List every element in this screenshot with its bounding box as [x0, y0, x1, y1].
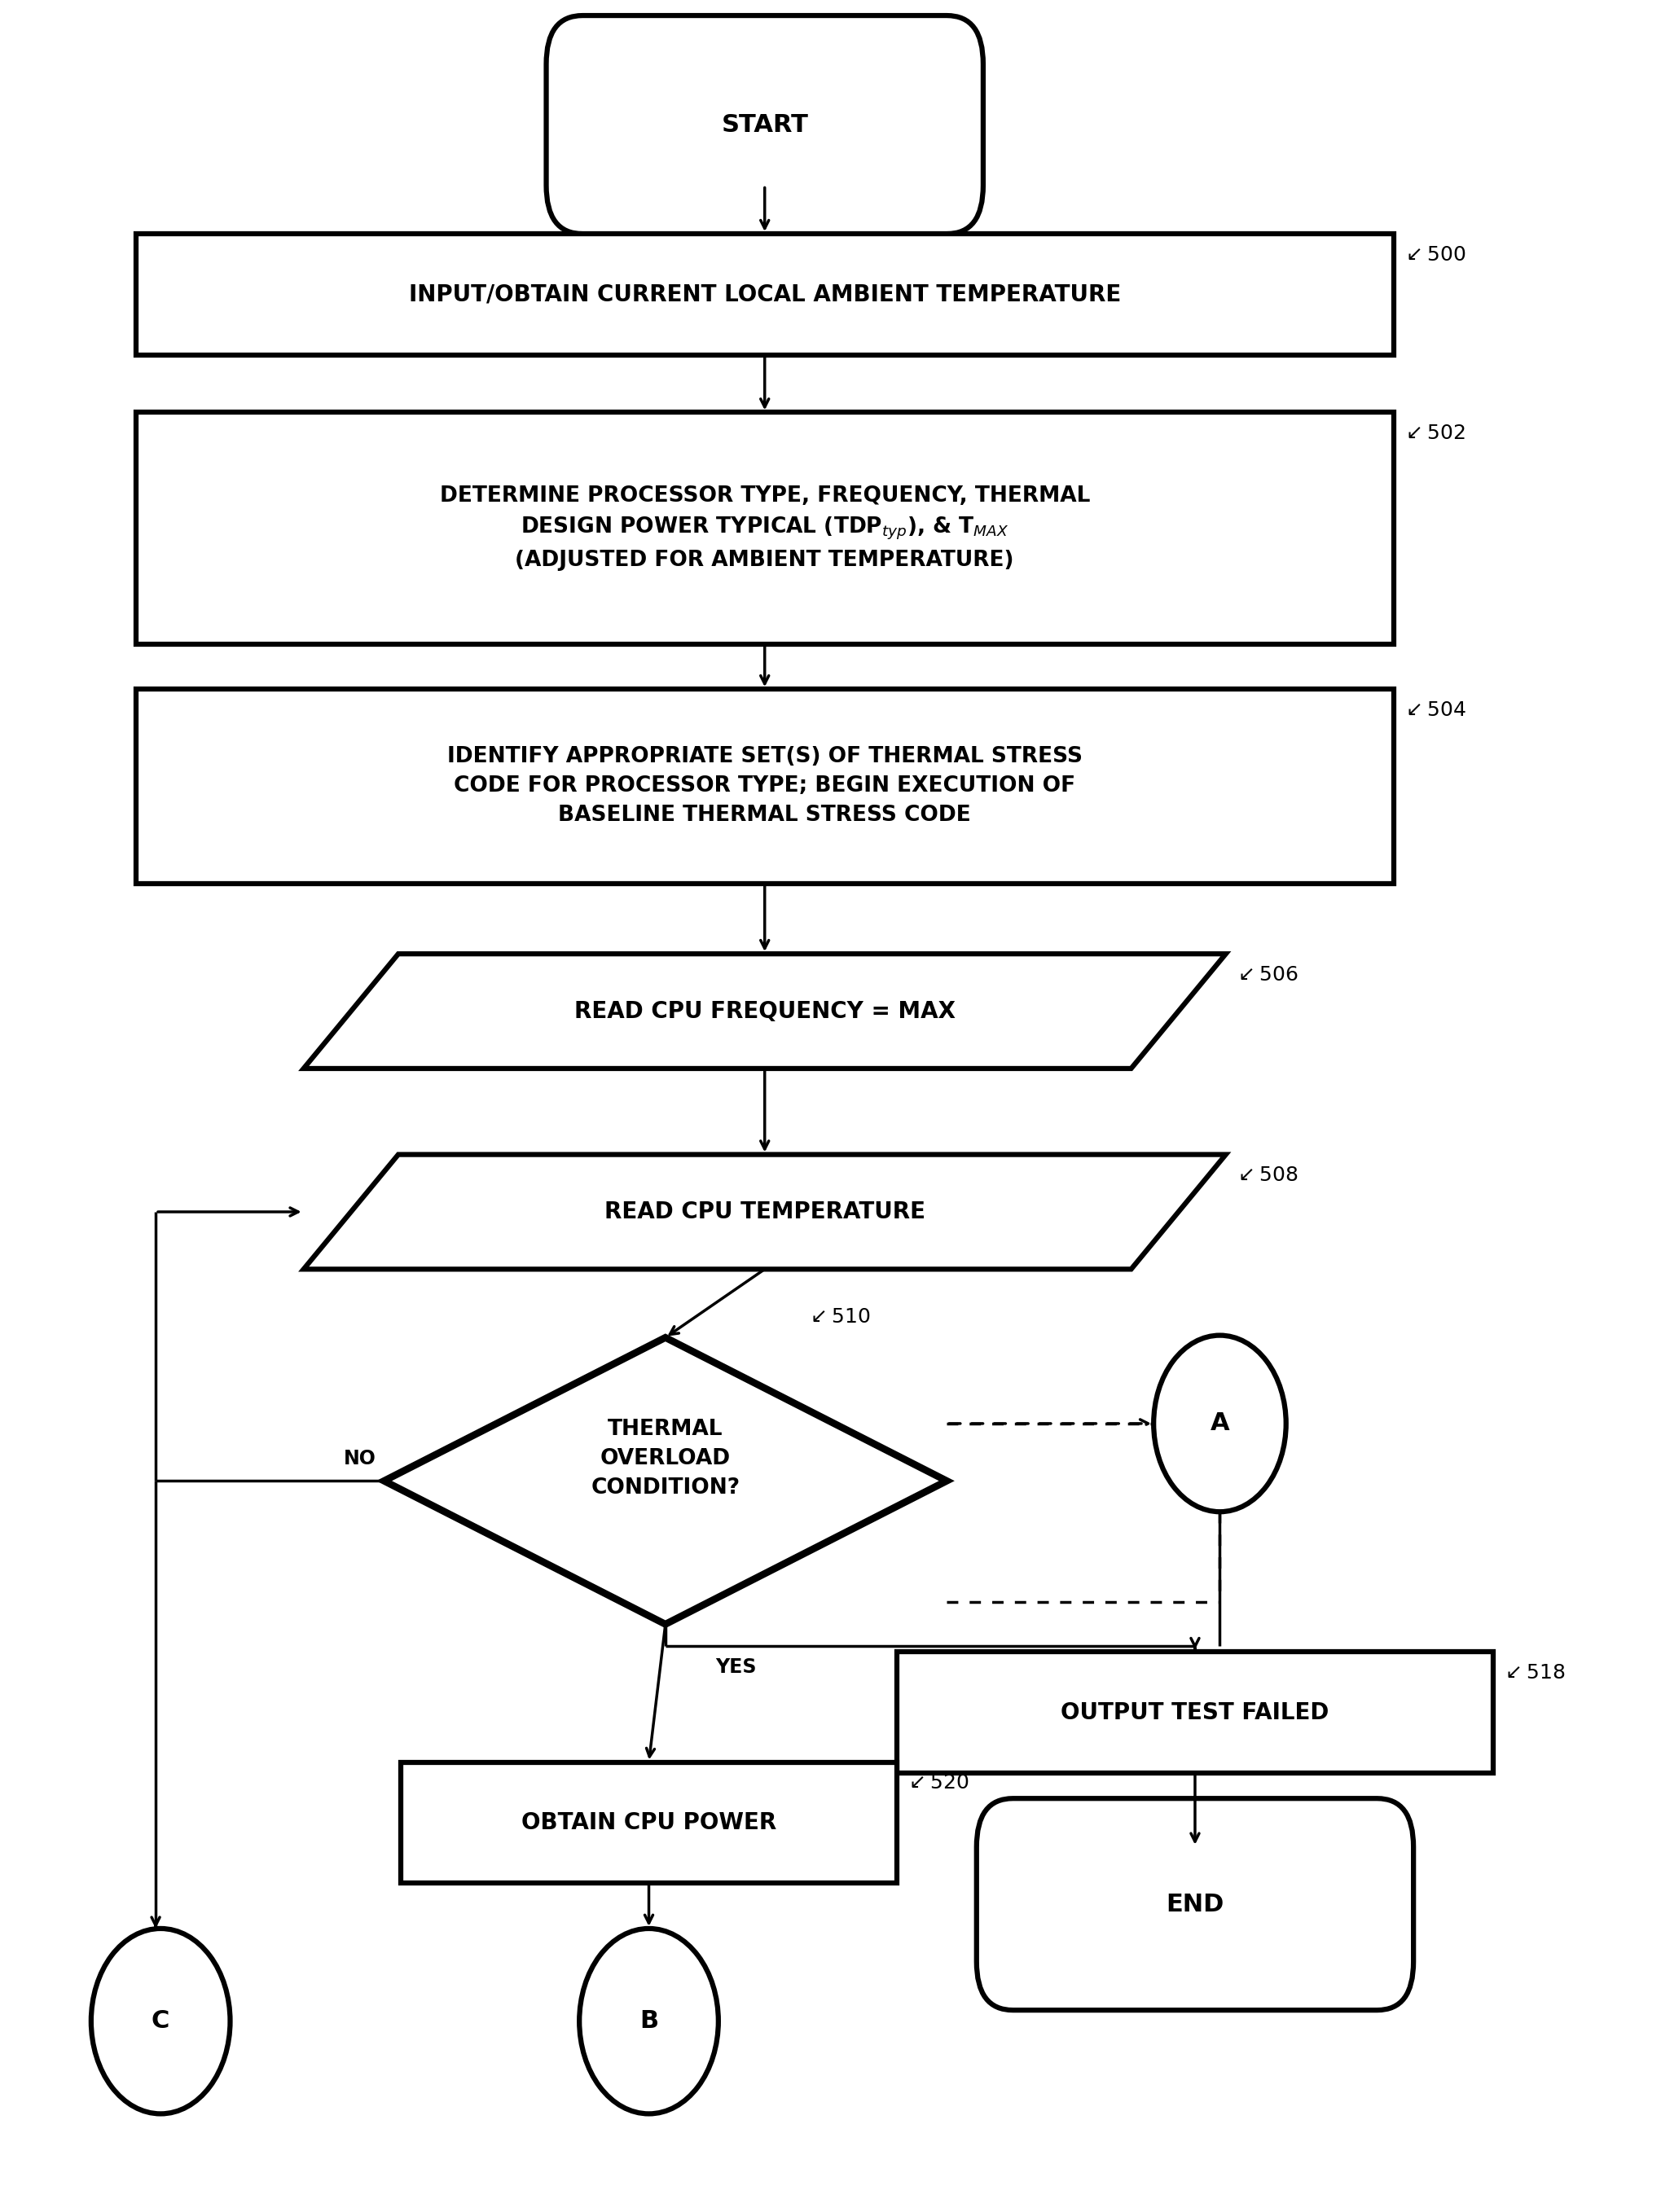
Text: $\swarrow$510: $\swarrow$510: [806, 1307, 870, 1327]
Text: THERMAL
OVERLOAD
CONDITION?: THERMAL OVERLOAD CONDITION?: [591, 1418, 739, 1500]
Bar: [136, 411, 1394, 644]
Text: DETERMINE PROCESSOR TYPE, FREQUENCY, THERMAL
DESIGN POWER TYPICAL (TDP$_{typ}$),: DETERMINE PROCESSOR TYPE, FREQUENCY, THE…: [439, 484, 1090, 571]
Text: A: A: [1209, 1411, 1229, 1436]
Polygon shape: [384, 1338, 947, 1624]
Text: READ CPU FREQUENCY = MAX: READ CPU FREQUENCY = MAX: [573, 1000, 955, 1022]
Text: C: C: [151, 2008, 169, 2033]
Bar: [136, 690, 1394, 883]
Text: OUTPUT TEST FAILED: OUTPUT TEST FAILED: [1060, 1701, 1329, 1723]
Circle shape: [580, 1929, 718, 2115]
Circle shape: [91, 1929, 229, 2115]
Text: $\swarrow$502: $\swarrow$502: [1402, 422, 1465, 442]
Circle shape: [1153, 1336, 1286, 1511]
Text: START: START: [721, 113, 807, 137]
Text: READ CPU TEMPERATURE: READ CPU TEMPERATURE: [605, 1201, 925, 1223]
Polygon shape: [304, 953, 1226, 1068]
Text: INPUT/OBTAIN CURRENT LOCAL AMBIENT TEMPERATURE: INPUT/OBTAIN CURRENT LOCAL AMBIENT TEMPE…: [409, 283, 1120, 305]
Bar: [897, 1652, 1492, 1774]
FancyBboxPatch shape: [546, 15, 983, 234]
Polygon shape: [304, 1155, 1226, 1270]
Text: $\swarrow$518: $\swarrow$518: [1500, 1663, 1565, 1683]
Text: OBTAIN CPU POWER: OBTAIN CPU POWER: [522, 1812, 776, 1834]
Text: YES: YES: [714, 1657, 756, 1677]
FancyBboxPatch shape: [977, 1798, 1414, 2011]
Text: END: END: [1166, 1893, 1224, 1916]
Text: $\swarrow$504: $\swarrow$504: [1402, 701, 1465, 719]
Text: $\swarrow$500: $\swarrow$500: [1402, 246, 1465, 265]
Text: $\swarrow$508: $\swarrow$508: [1234, 1166, 1297, 1186]
Text: NO: NO: [344, 1449, 375, 1469]
Text: B: B: [639, 2008, 658, 2033]
Text: $\swarrow$520: $\swarrow$520: [905, 1774, 968, 1792]
Text: $\swarrow$506: $\swarrow$506: [1234, 964, 1297, 984]
Bar: [136, 234, 1394, 356]
Bar: [400, 1763, 897, 1882]
Text: IDENTIFY APPROPRIATE SET(S) OF THERMAL STRESS
CODE FOR PROCESSOR TYPE; BEGIN EXE: IDENTIFY APPROPRIATE SET(S) OF THERMAL S…: [447, 745, 1081, 825]
